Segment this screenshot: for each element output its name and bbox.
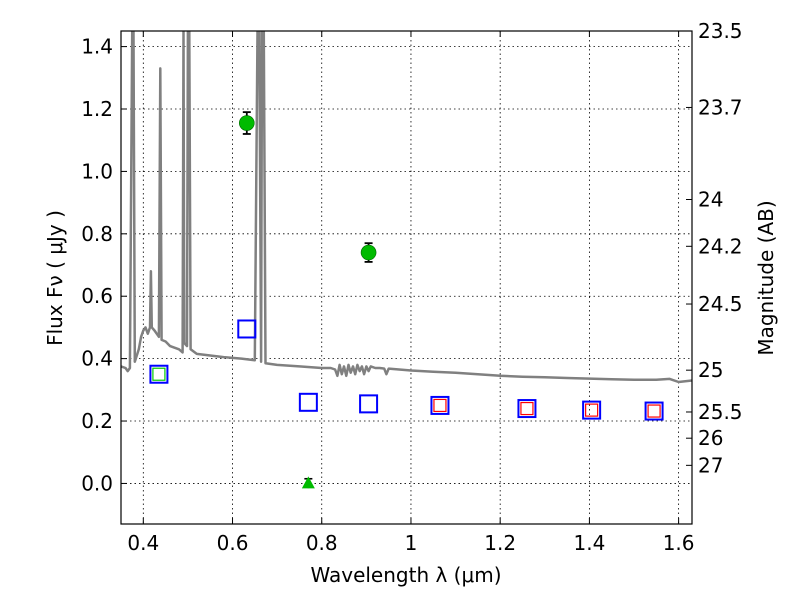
y2-tick-label: 24.5	[698, 292, 743, 316]
spectrum-line	[121, 31, 692, 384]
y-axis-label: Flux Fν ( μJy )	[43, 210, 67, 346]
y2-tick-label: 24	[698, 187, 723, 211]
y2-tick-label: 23.5	[698, 19, 743, 43]
y-tick-label: 0.2	[81, 409, 113, 433]
axis-ticks: 0.4 0.6 0.8 1 1.2 1.4 1.6 0.0 0.2 0.4 0.6 0.8 1.0 1.2…	[81, 19, 742, 555]
y2-tick-label: 23.7	[698, 95, 743, 119]
y-tick-label: 0.6	[81, 284, 113, 308]
model-square	[520, 401, 534, 416]
x-tick-label: 0.4	[127, 531, 159, 555]
y-tick-label: 1.2	[81, 97, 113, 121]
photometry-square	[582, 400, 602, 420]
data-layer	[121, 31, 692, 489]
photometry-square	[644, 401, 664, 421]
y2-tick-label: 25	[698, 358, 723, 382]
x-tick-label: 1.2	[484, 531, 516, 555]
y2-tick-label: 25.5	[698, 400, 743, 424]
y-tick-label: 0.4	[81, 347, 113, 371]
y-tick-label: 1.0	[81, 159, 113, 183]
x-tick-label: 0.8	[306, 531, 338, 555]
y2-tick-label: 27	[698, 453, 723, 477]
photometry-square	[517, 399, 537, 419]
y-tick-label: 0.0	[81, 471, 113, 495]
x-tick-label: 1.6	[663, 531, 695, 555]
photometry-square	[430, 395, 450, 415]
x-tick-label: 1.4	[573, 531, 605, 555]
detection-circle	[360, 244, 377, 261]
detection-circle	[238, 115, 255, 131]
y2-tick-label: 26	[698, 426, 723, 450]
photometry-square	[237, 319, 257, 339]
model-square	[585, 403, 599, 417]
x-axis-label: Wavelength λ (μm)	[310, 563, 501, 587]
y-tick-label: 0.8	[81, 222, 113, 246]
x-tick-label: 0.6	[217, 531, 249, 555]
y-tick-label: 1.4	[81, 35, 113, 59]
y2-tick-label: 24.2	[698, 234, 743, 258]
photometry-square	[298, 392, 318, 412]
model-square	[647, 404, 661, 418]
upper-limit-triangle	[301, 476, 315, 489]
photometry-square	[149, 364, 169, 384]
x-tick-label: 1	[405, 531, 418, 555]
model-square	[433, 398, 447, 413]
y2-axis-label: Magnitude (AB)	[754, 200, 778, 355]
grid-lines	[121, 31, 692, 524]
plot-frame	[120, 30, 693, 525]
photometry-square	[359, 394, 379, 414]
model-square	[152, 367, 166, 381]
